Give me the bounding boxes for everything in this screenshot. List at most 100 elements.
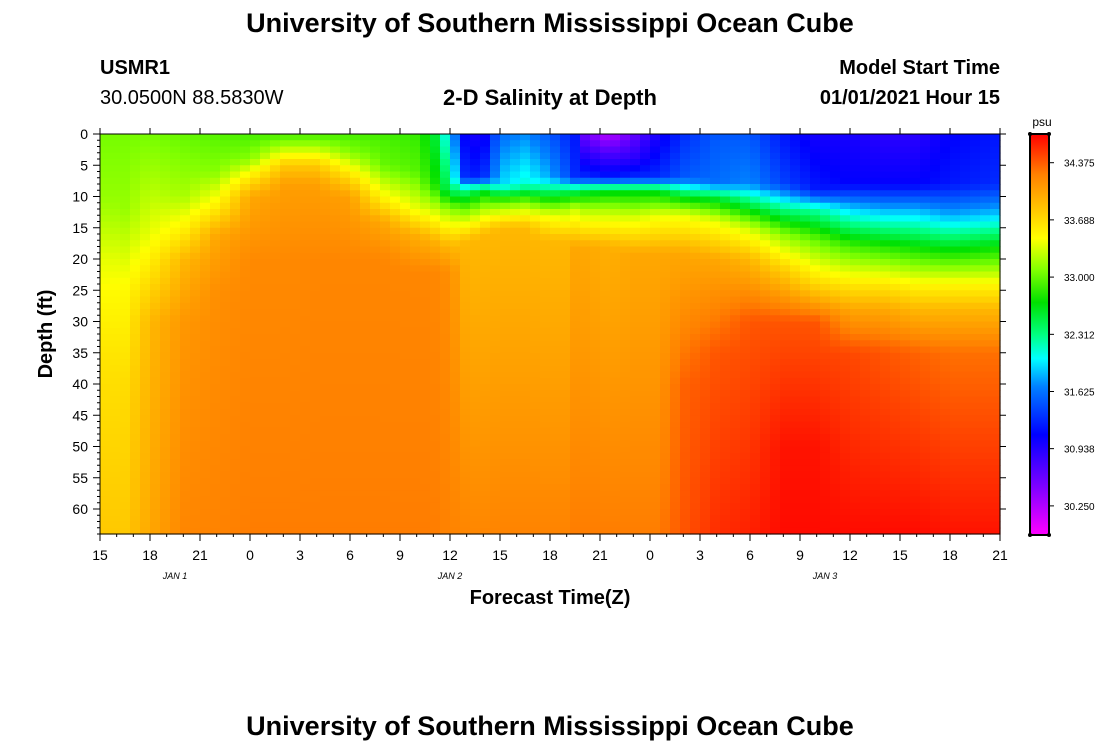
heatmap-cell [160, 421, 171, 429]
heatmap-cell [550, 384, 561, 391]
heatmap-cell [170, 377, 181, 385]
heatmap-cell [530, 459, 541, 466]
heatmap-cell [510, 527, 521, 535]
heatmap-cell [180, 159, 191, 166]
heatmap-cell [370, 134, 381, 141]
heatmap-cell [870, 321, 881, 329]
heatmap-cell [320, 134, 331, 141]
heatmap-cell [140, 146, 151, 154]
heatmap-cell [610, 327, 621, 335]
heatmap-cell [830, 290, 841, 298]
heatmap-cell [470, 246, 481, 254]
heatmap-cell [360, 259, 371, 266]
heatmap-cell [770, 152, 781, 160]
heatmap-cell [580, 434, 591, 441]
heatmap-cell [680, 377, 691, 385]
heatmap-cell [120, 340, 131, 348]
heatmap-cell [280, 190, 291, 198]
heatmap-cell [440, 496, 451, 504]
heatmap-cell [820, 477, 831, 485]
heatmap-cell [290, 309, 301, 316]
heatmap-cell [430, 209, 441, 216]
heatmap-cell [330, 234, 341, 241]
heatmap-cell [430, 384, 441, 391]
heatmap-cell [290, 184, 301, 191]
heatmap-cell [860, 440, 871, 448]
heatmap-cell [410, 477, 421, 485]
heatmap-cell [770, 240, 781, 248]
heatmap-cell [550, 277, 561, 285]
heatmap-cell [560, 340, 571, 348]
heatmap-cell [680, 146, 691, 154]
heatmap-cell [230, 434, 241, 441]
heatmap-cell [300, 490, 311, 498]
heatmap-cell [450, 502, 461, 510]
heatmap-cell [850, 159, 861, 166]
heatmap-cell [190, 477, 201, 485]
heatmap-cell [630, 415, 641, 423]
heatmap-cell [590, 502, 601, 510]
heatmap-cell [610, 384, 621, 391]
heatmap-cell [840, 140, 851, 148]
heatmap-cell [550, 302, 561, 310]
heatmap-cell [510, 496, 521, 504]
heatmap-cell [590, 484, 601, 491]
heatmap-cell [550, 234, 561, 241]
heatmap-cell [710, 302, 721, 310]
heatmap-cell [340, 502, 351, 510]
heatmap-cell [180, 246, 191, 254]
heatmap-cell [450, 434, 461, 441]
heatmap-cell [790, 334, 801, 341]
heatmap-cell [280, 421, 291, 429]
heatmap-cell [660, 509, 671, 516]
heatmap-cell [870, 421, 881, 429]
heatmap-cell [540, 321, 551, 329]
heatmap-cell [640, 134, 651, 141]
heatmap-cell [660, 140, 671, 148]
heatmap-cell [700, 396, 711, 404]
heatmap-cell [440, 384, 451, 391]
heatmap-cell [600, 371, 611, 379]
heatmap-cell [320, 290, 331, 298]
heatmap-cell [390, 484, 401, 491]
heatmap-cell [360, 452, 371, 460]
heatmap-cell [480, 209, 491, 216]
heatmap-cell [850, 421, 861, 429]
heatmap-cell [330, 359, 341, 366]
heatmap-cell [500, 327, 511, 335]
heatmap-cell [290, 477, 301, 485]
heatmap-cell [740, 177, 751, 185]
heatmap-cell [540, 515, 551, 523]
heatmap-cell [740, 409, 751, 416]
heatmap-cell [340, 396, 351, 404]
heatmap-cell [130, 290, 141, 298]
heatmap-cell [650, 246, 661, 254]
heatmap-cell [520, 134, 531, 141]
heatmap-cell [680, 309, 691, 316]
heatmap-cell [540, 402, 551, 410]
heatmap-cell [270, 327, 281, 335]
heatmap-cell [660, 309, 671, 316]
heatmap-cell [410, 296, 421, 304]
heatmap-cell [180, 165, 191, 173]
heatmap-cell [650, 165, 661, 173]
heatmap-cell [760, 321, 771, 329]
heatmap-cell [690, 152, 701, 160]
heatmap-cell [180, 471, 191, 479]
heatmap-cell [430, 527, 441, 535]
heatmap-cell [480, 252, 491, 260]
heatmap-cell [230, 209, 241, 216]
heatmap-cell [270, 396, 281, 404]
heatmap-cell [490, 152, 501, 160]
heatmap-cell [730, 221, 741, 229]
heatmap-cell [220, 252, 231, 260]
heatmap-cell [200, 227, 211, 235]
heatmap-cell [180, 440, 191, 448]
heatmap-cell [560, 196, 571, 204]
heatmap-cell [410, 377, 421, 385]
heatmap-cell [790, 259, 801, 266]
heatmap-cell [780, 346, 791, 354]
heatmap-cell [340, 134, 351, 141]
heatmap-cell [300, 390, 311, 398]
heatmap-cell [250, 452, 261, 460]
